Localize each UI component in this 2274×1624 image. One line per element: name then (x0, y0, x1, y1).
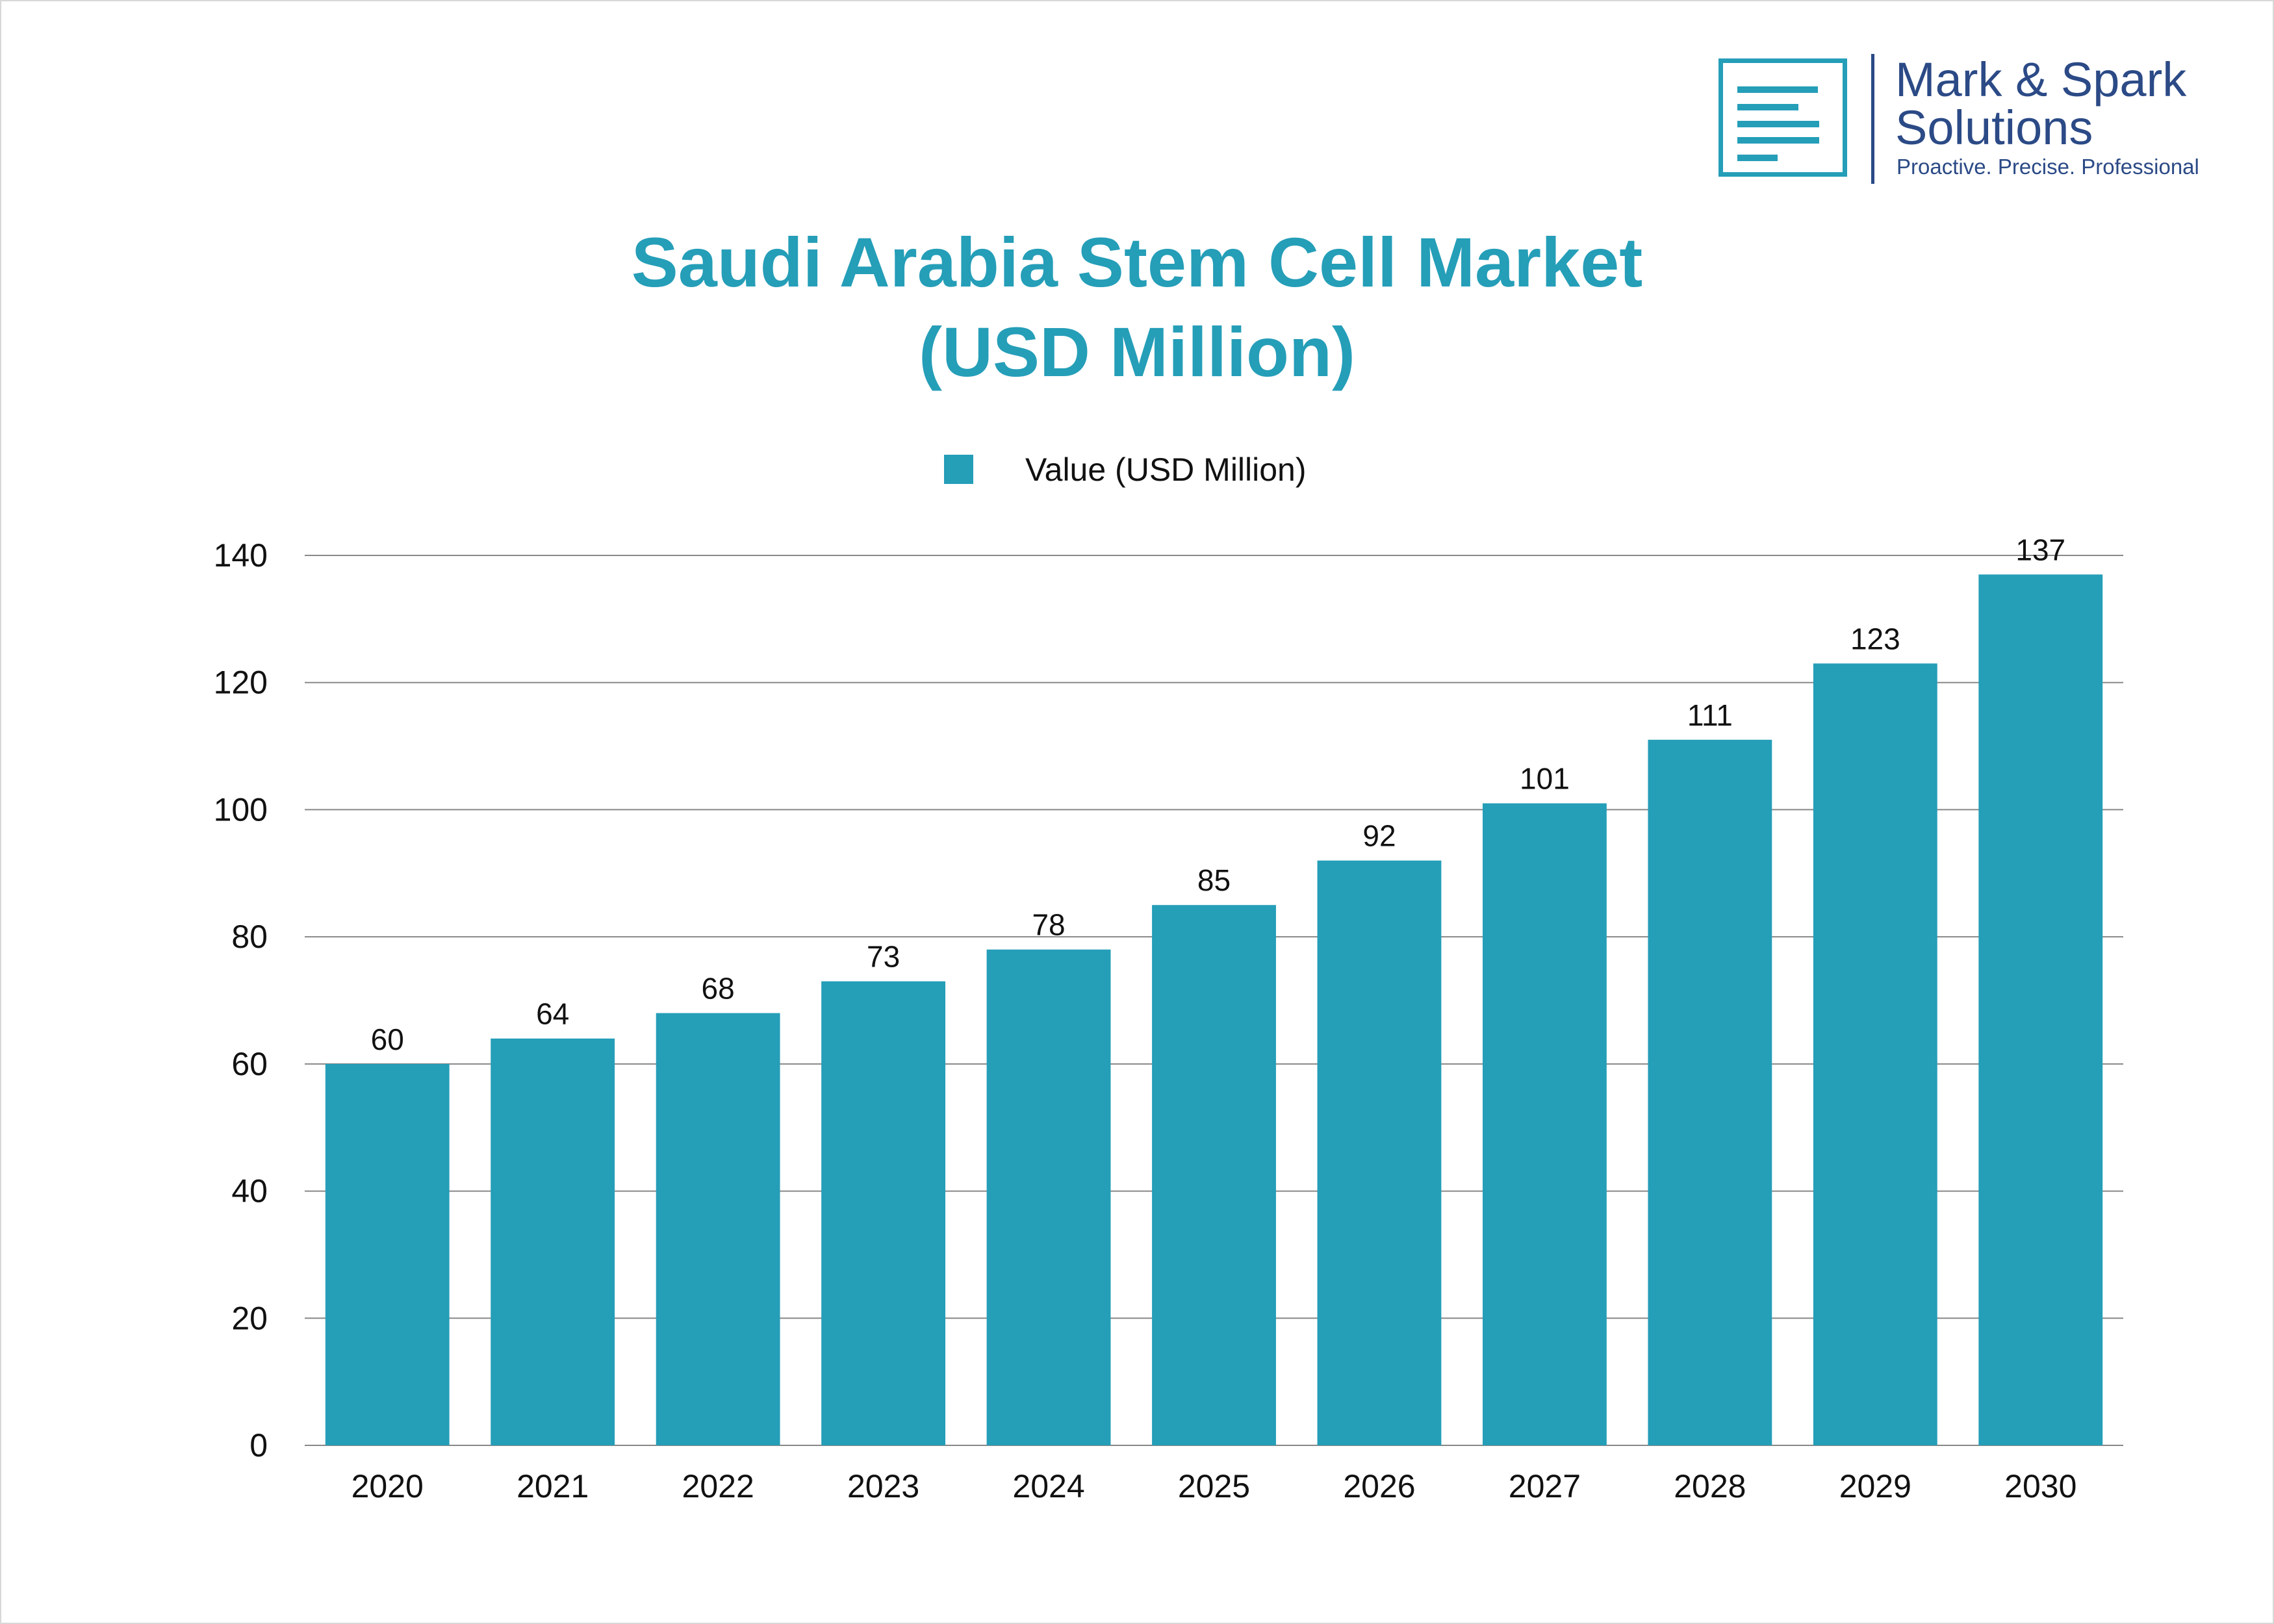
logo-tagline: Proactive. Precise. Professional (1897, 155, 2199, 179)
bar-2027 (1482, 803, 1607, 1445)
data-label: 60 (371, 1022, 404, 1056)
x-tick-label: 2024 (1012, 1468, 1084, 1504)
x-tick-label: 2020 (351, 1468, 424, 1504)
data-label: 68 (702, 972, 735, 1006)
bar-2020 (325, 1063, 450, 1445)
x-tick-label: 2022 (682, 1468, 754, 1504)
bar-2023 (821, 981, 946, 1445)
y-tick-label: 120 (214, 665, 268, 701)
company-logo: Mark & Spark Solutions Proactive. Precis… (1718, 52, 2238, 184)
x-tick-label: 2028 (1674, 1468, 1746, 1504)
bar-2030 (1978, 574, 2103, 1445)
x-tick-label: 2026 (1343, 1468, 1415, 1504)
data-label: 78 (1032, 908, 1065, 942)
y-tick-label: 60 (231, 1046, 268, 1082)
legend-label: Value (USD Million) (1025, 451, 1307, 488)
data-label: 85 (1197, 863, 1231, 897)
x-tick-label: 2025 (1178, 1468, 1250, 1504)
y-tick-label: 40 (231, 1173, 268, 1210)
bar-2022 (656, 1013, 780, 1445)
bar-2025 (1152, 905, 1276, 1445)
document-lines-icon (1718, 58, 1847, 177)
bar-2028 (1648, 739, 1772, 1445)
logo-name: Mark & Spark (1895, 53, 2187, 107)
bar-2024 (986, 949, 1111, 1445)
x-tick-label: 2030 (2004, 1468, 2076, 1504)
bar-2029 (1813, 663, 1937, 1445)
chart-title: Saudi Arabia Stem Cell Market (USD Milli… (0, 218, 2274, 397)
data-label: 111 (1687, 698, 1733, 732)
x-tick-label: 2027 (1509, 1468, 1581, 1504)
data-label: 64 (536, 997, 569, 1031)
x-tick-label: 2021 (517, 1468, 589, 1504)
y-tick-label: 140 (214, 537, 268, 574)
data-label: 123 (1850, 622, 1900, 655)
bar-2021 (491, 1038, 615, 1445)
bar-2026 (1317, 860, 1442, 1445)
y-tick-label: 100 (214, 791, 268, 828)
x-tick-label: 2029 (1839, 1468, 1911, 1504)
y-tick-label: 80 (231, 919, 268, 955)
logo-divider (1871, 54, 1874, 184)
chart-title-line2: (USD Million) (919, 312, 1355, 391)
y-tick-label: 0 (249, 1427, 268, 1464)
data-label: 92 (1362, 819, 1396, 853)
logo-name-2: Solutions (1895, 101, 2093, 155)
chart-title-line1: Saudi Arabia Stem Cell Market (631, 223, 1643, 301)
legend-swatch (944, 455, 973, 484)
y-tick-label: 20 (231, 1300, 268, 1336)
x-tick-label: 2023 (847, 1468, 919, 1504)
data-label: 101 (1520, 762, 1570, 796)
data-label: 73 (867, 940, 900, 974)
data-label: 137 (2015, 533, 2065, 566)
